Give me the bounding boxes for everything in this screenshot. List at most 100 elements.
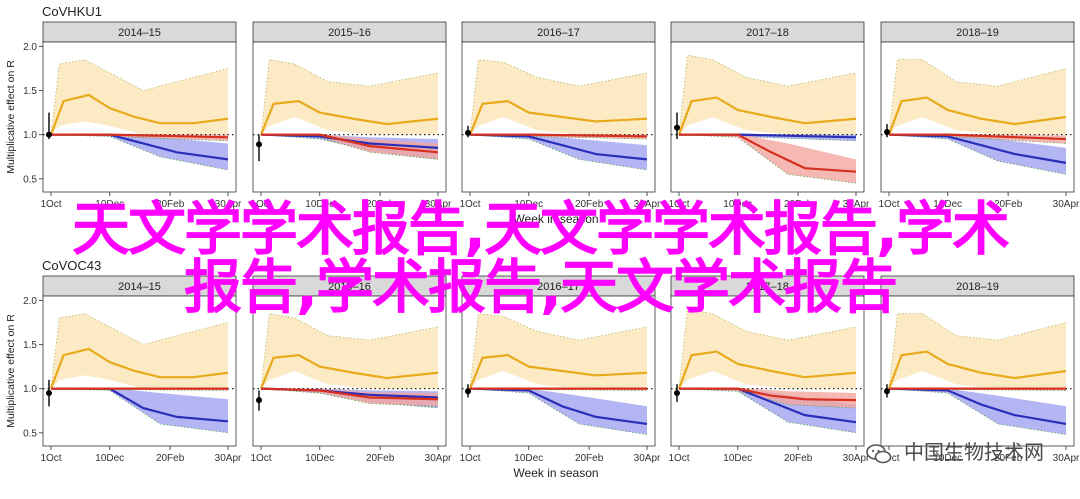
panel-strip-label: 2014–15 (118, 281, 161, 293)
chart-title: CoVOC43 (42, 258, 101, 273)
wechat-icon (865, 443, 891, 463)
x-tick-label: 20Feb (784, 453, 813, 464)
blue-band-lower-edge (888, 388, 1067, 435)
initial-estimate-point (465, 388, 471, 395)
y-tick-label: 0.5 (23, 174, 37, 185)
initial-estimate-point (256, 397, 262, 404)
panel-1: 2014–15 1Oct 10Dec 20Feb 30Apr (40, 21, 242, 210)
initial-estimate-point (465, 129, 471, 136)
chart-title: CoVHKU1 (42, 4, 102, 19)
panel-4: 2017–18 1Oct 10Dec 20Feb 30Apr (668, 275, 870, 464)
blue-band (51, 133, 228, 170)
red-band (679, 387, 856, 409)
x-tick-label: 1Oct (878, 199, 899, 210)
red-series-line (51, 133, 229, 139)
x-axis-label: Week in season (513, 212, 598, 226)
y-axis-label: Multiplicative effect on R (5, 314, 17, 428)
y-axis-label: Multiplicative effect on R (5, 60, 17, 174)
yellow-series-line (49, 93, 229, 136)
blue-band (889, 388, 1066, 435)
panel-strip-label: 2015–16 (328, 27, 371, 39)
x-tick-label: 30Apr (634, 453, 661, 464)
blue-band-lower-edge (888, 134, 1067, 175)
x-axis-label: Week in season (513, 466, 598, 480)
x-tick-label: 10Dec (305, 199, 334, 210)
y-tick-label: 1.0 (23, 384, 37, 395)
red-band-lower-edge (888, 134, 1067, 144)
yellow-band-upper-edge (678, 54, 857, 135)
x-tick-label: 20Feb (994, 199, 1023, 210)
x-tick-label: 20Feb (366, 199, 395, 210)
x-tick-label: 1Oct (250, 453, 271, 464)
yellow-series-line (259, 99, 439, 136)
red-band-lower-edge (888, 388, 1067, 391)
yellow-band (51, 59, 228, 135)
x-tick-label: 10Dec (305, 453, 334, 464)
panel-2: 2015–16 1Oct 10Dec 20Feb 30Apr (250, 21, 452, 210)
red-band (261, 133, 438, 160)
x-tick-label: 30Apr (215, 453, 242, 464)
panel-strip-label: 2017–18 (746, 27, 789, 39)
yellow-band-upper-edge (50, 313, 229, 389)
chart-row-1: CoVHKU1 Multiplicative effect on R 0.5 1.0 1… (5, 4, 1080, 226)
blue-band (470, 134, 647, 170)
panel-3: 2016–17 1Oct 10Dec 20Feb 30Apr (459, 21, 661, 210)
yellow-band (679, 309, 856, 389)
initial-estimate-point (674, 124, 680, 131)
x-tick-label: 20Feb (575, 453, 604, 464)
red-series-line (261, 133, 439, 154)
chart-row-2: CoVOC43 Multiplicative effect on R 0.5 1.0 1… (5, 258, 1080, 480)
blue-series-line (888, 387, 1067, 426)
initial-estimate-point (256, 141, 262, 148)
x-tick-label: 1Oct (40, 199, 61, 210)
x-tick-label: 30Apr (634, 199, 661, 210)
overlay-title-line1: 天文学学术报告,天文学学术报告,学术 (71, 195, 1010, 263)
x-tick-label: 10Dec (95, 453, 124, 464)
x-tick-label: 10Dec (933, 199, 962, 210)
yellow-series-line (259, 353, 439, 390)
initial-estimate-point (46, 390, 52, 397)
x-tick-label: 30Apr (843, 453, 870, 464)
initial-estimate-point (674, 390, 680, 397)
panel-2: 2015–16 1Oct 10Dec 20Feb 30Apr (250, 275, 452, 464)
red-band-lower-edge (678, 134, 857, 184)
yellow-band (261, 313, 438, 389)
yellow-series-line (887, 350, 1067, 390)
x-tick-label: 30Apr (1053, 199, 1080, 210)
x-tick-label: 1Oct (459, 453, 480, 464)
y-tick-label: 2.0 (23, 296, 37, 307)
yellow-band (51, 313, 228, 389)
red-band-lower-edge (260, 388, 439, 407)
overlay-title-line2: 报告,学术报告,天文学术报告 (183, 253, 898, 321)
panel-strip-label: 2015–16 (328, 281, 371, 293)
yellow-band-upper-edge (260, 59, 439, 135)
x-tick-label: 10Dec (95, 199, 124, 210)
yellow-series-line (468, 99, 648, 136)
x-tick-label: 1Oct (459, 199, 480, 210)
y-tick-label: 1.5 (23, 86, 37, 97)
red-band (261, 388, 438, 407)
yellow-band (261, 59, 438, 135)
panel-3: 2016–17 1Oct 10Dec 20Feb 30Apr (459, 275, 661, 464)
blue-band-lower-edge (678, 134, 857, 142)
y-tick-label: 1.0 (23, 130, 37, 141)
x-tick-label: 1Oct (668, 199, 689, 210)
x-tick-label: 1Oct (250, 199, 271, 210)
x-tick-label: 20Feb (366, 453, 395, 464)
x-tick-label: 20Feb (156, 453, 185, 464)
x-tick-label: 20Feb (156, 199, 185, 210)
watermark-text: 中国生物技术网 (904, 440, 1044, 464)
yellow-series-line (468, 353, 648, 390)
x-tick-label: 10Dec (723, 453, 752, 464)
x-tick-label: 30Apr (215, 199, 242, 210)
yellow-series-line (677, 96, 857, 136)
red-series-line (260, 387, 439, 401)
red-series-line (470, 133, 648, 138)
yellow-band-upper-edge (469, 313, 648, 389)
red-band-lower-edge (469, 388, 648, 391)
yellow-band (470, 59, 647, 135)
blue-band (51, 387, 228, 433)
panel-strip-label: 2016–17 (537, 281, 580, 293)
